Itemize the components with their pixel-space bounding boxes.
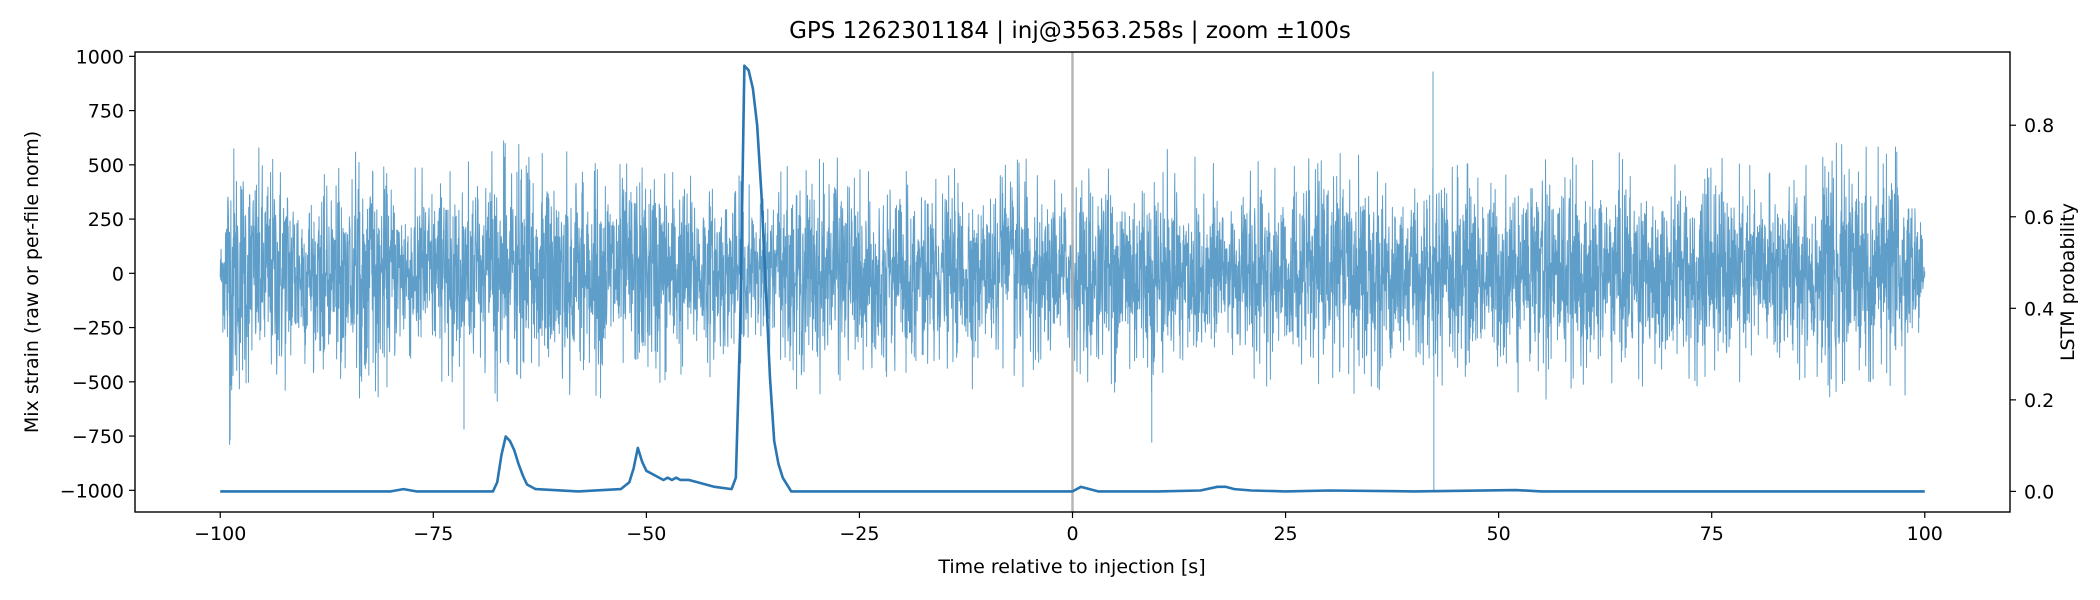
x-ticks: −100 −75 −50 −25 0 25 50 75 100 [194, 512, 1943, 545]
y-tick-label: 0 [112, 263, 124, 285]
x-axis-label: Time relative to injection [s] [937, 556, 1205, 578]
y2-tick-label: 0.4 [2024, 298, 2054, 320]
y2-tick-label: 0.6 [2024, 207, 2054, 229]
y2-tick-label: 0.0 [2024, 481, 2054, 503]
y-tick-label: −750 [72, 426, 124, 448]
x-tick-label: −100 [194, 523, 246, 545]
y2-axis-label: LSTM probability [2057, 203, 2079, 361]
y-tick-label: 500 [88, 155, 124, 177]
x-tick-label: −50 [626, 523, 666, 545]
y2-tick-label: 0.8 [2024, 115, 2054, 137]
y-tick-label: 750 [88, 101, 124, 123]
y-tick-label: 1000 [76, 46, 124, 68]
x-tick-label: 50 [1487, 523, 1511, 545]
y2-ticks: 0.0 0.2 0.4 0.6 0.8 [2010, 115, 2054, 503]
y-axis-label: Mix strain (raw or per-file norm) [21, 131, 43, 433]
x-tick-label: −75 [413, 523, 453, 545]
plot-layer [219, 52, 1926, 512]
x-tick-label: 25 [1273, 523, 1297, 545]
y-ticks: −1000 −750 −500 −250 0 250 500 750 1000 [60, 46, 135, 502]
x-tick-label: 75 [1700, 523, 1724, 545]
lstm-probability-line [220, 64, 1925, 493]
x-tick-label: 100 [1907, 523, 1943, 545]
x-tick-label: 0 [1066, 523, 1078, 545]
y-tick-label: −250 [72, 318, 124, 340]
x-tick-label: −25 [839, 523, 879, 545]
y-tick-label: 250 [88, 209, 124, 231]
y2-tick-label: 0.2 [2024, 390, 2054, 412]
chart-title: GPS 1262301184 | inj@3563.258s | zoom ±1… [789, 18, 1351, 44]
y-tick-label: −1000 [60, 480, 124, 502]
y-tick-label: −500 [72, 372, 124, 394]
